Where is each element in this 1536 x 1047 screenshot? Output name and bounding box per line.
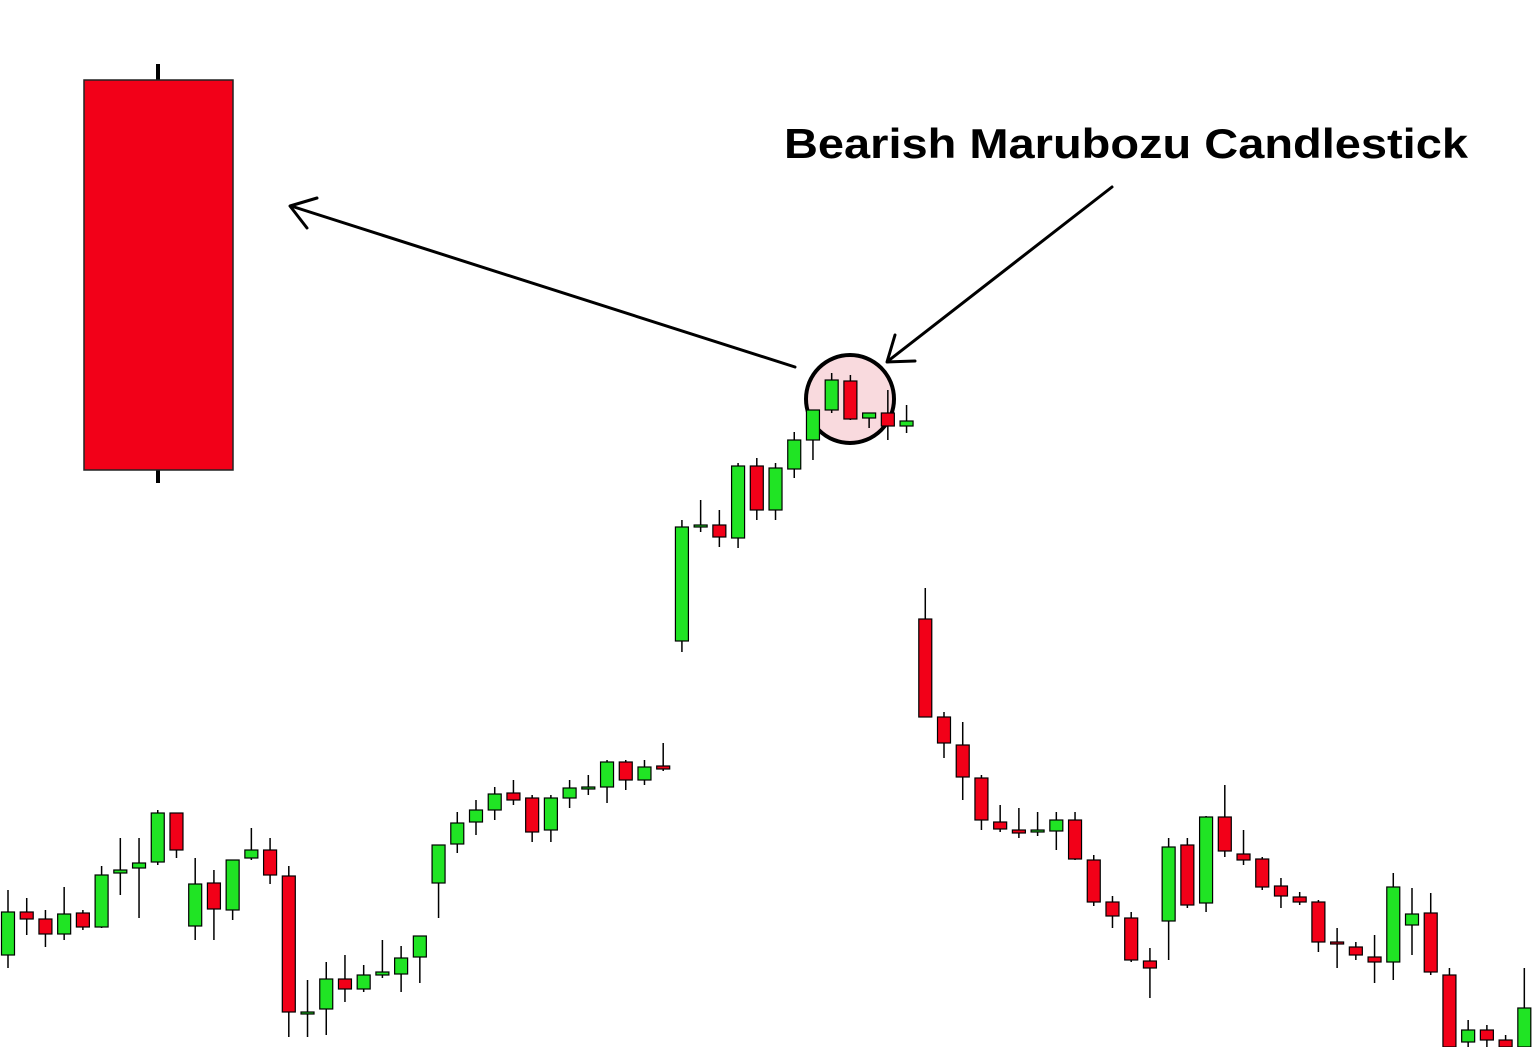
candle-body <box>1404 913 1420 926</box>
candle-body <box>1217 816 1232 852</box>
candle-body <box>1180 844 1195 906</box>
candle-body <box>880 412 895 427</box>
candle-body <box>899 420 914 427</box>
candle-body <box>1386 886 1401 963</box>
candles <box>0 373 1532 1047</box>
candle-body <box>656 765 671 770</box>
arrow-line <box>289 204 797 369</box>
candle-body <box>1461 1029 1476 1043</box>
candle-body <box>1367 956 1382 963</box>
candle-body <box>94 874 109 928</box>
candle-body <box>38 918 53 935</box>
candle-body <box>300 1011 315 1015</box>
candle-body <box>618 761 633 781</box>
candle-body <box>1311 901 1326 943</box>
candle-body <box>1198 816 1214 904</box>
arrow-head <box>288 196 319 230</box>
candle-body <box>262 849 278 876</box>
candle-body <box>712 524 727 538</box>
candle-body <box>768 467 783 511</box>
candle-body <box>356 974 371 990</box>
candle-body <box>1236 853 1251 861</box>
candle-body <box>450 822 465 845</box>
candle-body <box>1292 896 1307 903</box>
candle-body <box>1142 960 1158 969</box>
candle-body <box>805 409 821 441</box>
candle-body <box>1124 917 1139 961</box>
candle-body <box>131 862 147 869</box>
candle-body <box>1030 829 1045 833</box>
candle-body <box>1161 846 1176 922</box>
candle-body <box>936 716 952 744</box>
candle-body <box>1423 912 1438 973</box>
candle-body <box>525 797 540 833</box>
candle-body <box>412 935 427 958</box>
candle-body <box>244 849 259 859</box>
chart-title: Bearish Marubozu Candlestick <box>784 120 1469 167</box>
candle-body <box>730 465 746 539</box>
candle-body <box>918 618 933 718</box>
candle-body <box>1086 859 1101 903</box>
enlarged-candle <box>83 64 234 483</box>
candle-body <box>1105 901 1120 917</box>
arrows <box>288 185 1114 369</box>
candle-body <box>431 844 446 884</box>
candle-body <box>862 412 877 419</box>
candle-body <box>599 761 615 788</box>
candle-body <box>19 911 34 920</box>
candle-body <box>188 883 203 927</box>
arrow-head <box>885 333 917 364</box>
enlarged-body <box>83 79 234 471</box>
candle-body <box>150 812 165 863</box>
arrow-line <box>886 185 1114 363</box>
candle-body <box>206 882 222 910</box>
candle-body <box>543 797 558 831</box>
candle-body <box>581 786 596 790</box>
candle-body <box>787 439 802 470</box>
candle-body <box>1255 858 1270 888</box>
candle-body <box>749 465 764 511</box>
candle-body <box>1049 819 1064 832</box>
candle-body <box>1517 1007 1532 1047</box>
candle-body <box>1479 1029 1494 1041</box>
candle-body <box>0 911 16 956</box>
candle-body <box>337 978 353 990</box>
candle-body <box>75 912 90 928</box>
candle-body <box>693 524 708 528</box>
candle-body <box>824 379 839 411</box>
candle-body <box>993 821 1008 830</box>
candle-body <box>169 812 184 851</box>
candle-body <box>1273 885 1289 897</box>
candle-body <box>1498 1039 1513 1047</box>
candle-body <box>57 913 72 935</box>
candle-body <box>394 957 409 975</box>
candle-body <box>562 787 577 799</box>
candle-body <box>1330 941 1345 945</box>
candle-body <box>281 875 296 1013</box>
candle-body <box>974 777 989 821</box>
candle-body <box>506 792 521 801</box>
candle-body <box>1348 946 1363 956</box>
candle-body <box>113 869 128 874</box>
candle-body <box>225 859 240 911</box>
candle-body <box>637 766 652 781</box>
candle-body <box>674 526 690 642</box>
candle-body <box>1067 819 1083 860</box>
candle-body <box>1011 829 1026 834</box>
candle-body <box>1442 974 1457 1047</box>
candle-body <box>375 971 390 976</box>
candle-body <box>955 744 970 778</box>
candle-body <box>468 809 484 823</box>
candle-body <box>487 793 502 811</box>
candle-body <box>843 380 858 420</box>
candle-body <box>319 978 334 1010</box>
